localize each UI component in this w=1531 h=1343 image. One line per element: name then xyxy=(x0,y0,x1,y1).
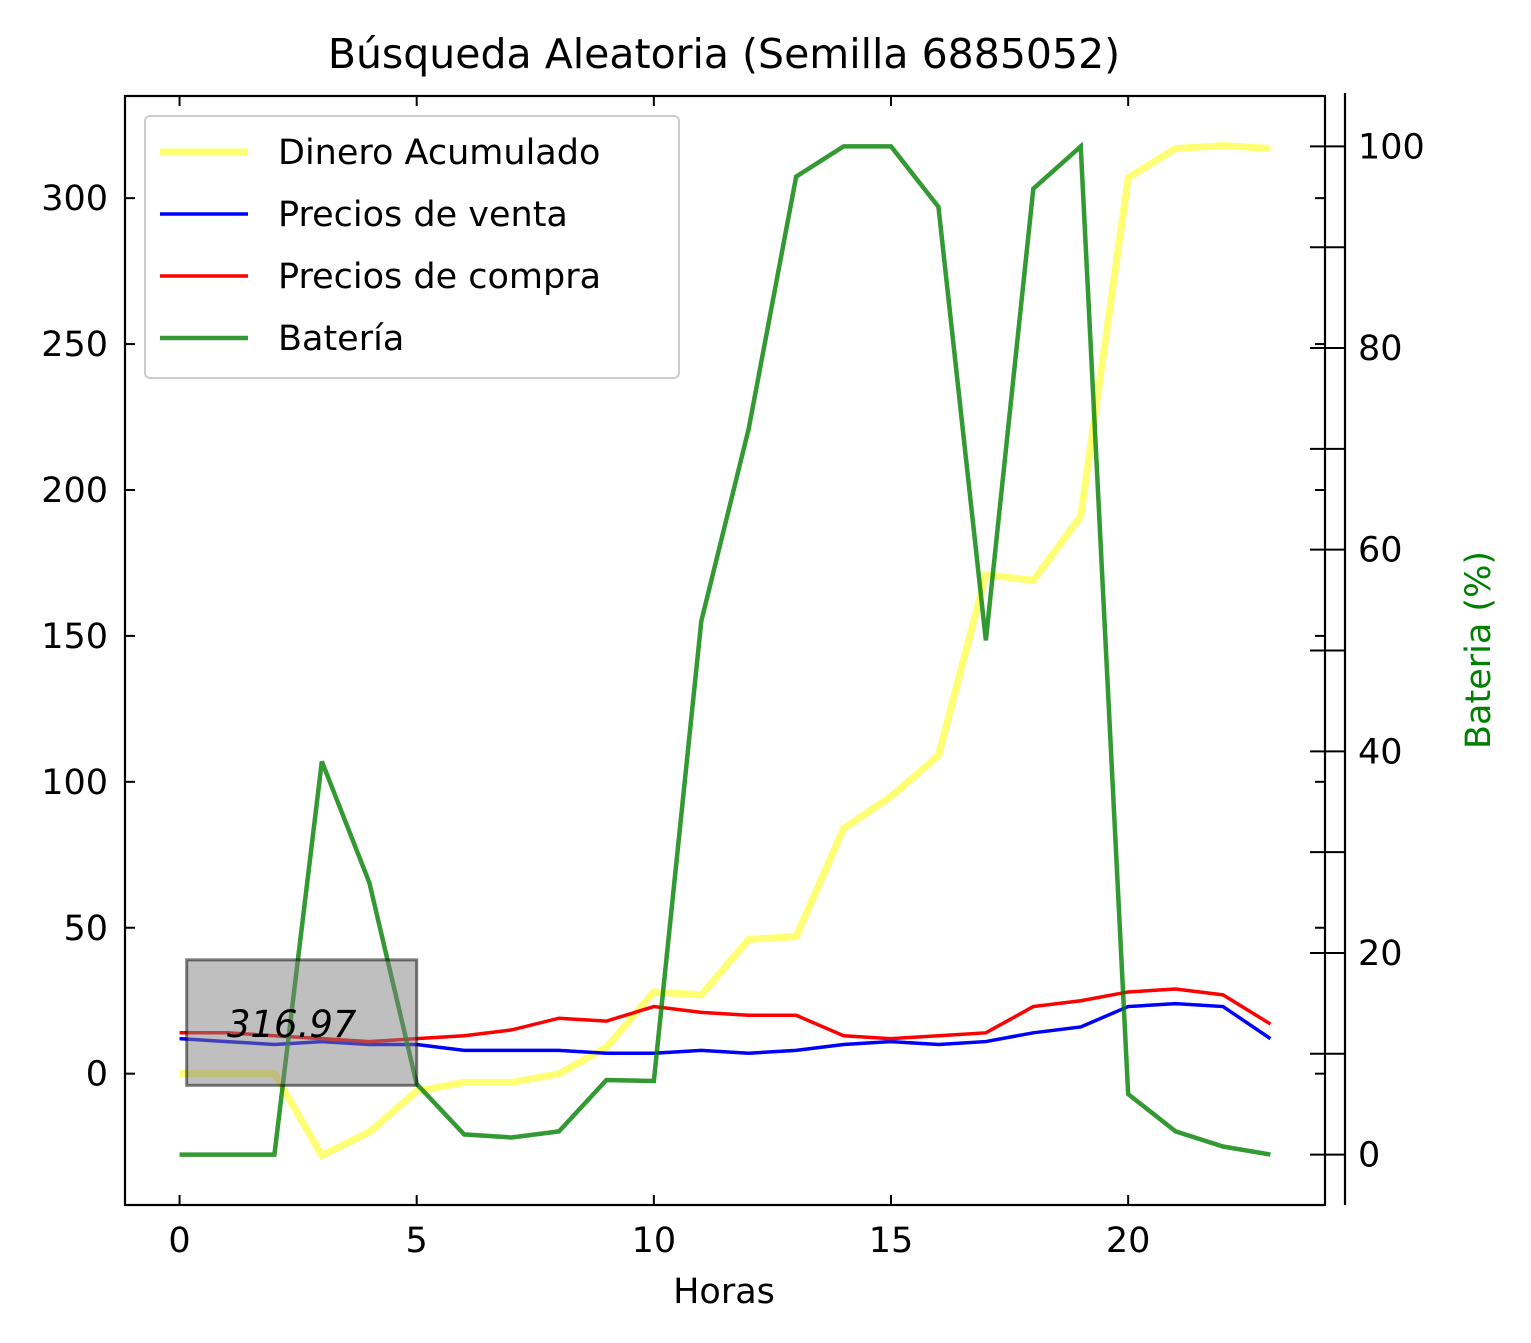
x-axis-ticks: 0 5 10 15 20 xyxy=(168,96,1150,1261)
y2-tick-label: 20 xyxy=(1358,934,1403,974)
series-line-dinero-acumulado xyxy=(179,142,1271,1160)
series-line-bater-a xyxy=(179,141,1271,1157)
y-tick-label: 250 xyxy=(41,325,108,365)
y-tick-label: 0 xyxy=(86,1055,108,1095)
y2-axis-ticks: 0 20 40 60 80 100 xyxy=(1310,127,1425,1176)
legend-label-dinero-acumulado: Dinero Acumulado xyxy=(278,133,600,173)
y2-tick-label: 80 xyxy=(1358,329,1403,369)
legend-label-bater-a: Batería xyxy=(278,319,404,359)
y2-tick-label: 100 xyxy=(1358,127,1425,167)
annotation-background xyxy=(185,958,419,1087)
y2-tick-label: 40 xyxy=(1358,732,1403,772)
chart-title: Búsqueda Aleatoria (Semilla 6885052) xyxy=(328,30,1120,78)
annotation-label: 316.97 xyxy=(227,1003,357,1046)
y-tick-label: 150 xyxy=(41,617,108,657)
legend-box xyxy=(144,115,680,379)
y2-tick-label: 60 xyxy=(1358,531,1403,571)
y-tick-label: 200 xyxy=(41,471,108,511)
x-tick-label: 10 xyxy=(632,1221,677,1261)
legend: Dinero Acumulado Precios de venta Precios … xyxy=(144,115,680,379)
y-tick-label: 300 xyxy=(41,179,108,219)
y2-axis-label: Bateria (%) xyxy=(1459,551,1499,749)
y-tick-label: 100 xyxy=(41,763,108,803)
x-tick-label: 15 xyxy=(869,1221,914,1261)
x-axis-label: Horas xyxy=(673,1272,775,1312)
x-tick-label: 5 xyxy=(406,1221,428,1261)
legend-label-precios-de-venta: Precios de venta xyxy=(278,195,568,235)
y-tick-label: 50 xyxy=(63,909,108,949)
legend-label-precios-de-compra: Precios de compra xyxy=(278,257,601,297)
x-tick-label: 20 xyxy=(1106,1221,1151,1261)
y2-tick-label: 0 xyxy=(1358,1136,1380,1176)
annotation-box: 316.97 xyxy=(185,958,419,1087)
y-axis-ticks: 0 50 100 150 200 250 300 xyxy=(41,179,1325,1095)
x-tick-label: 0 xyxy=(168,1221,190,1261)
